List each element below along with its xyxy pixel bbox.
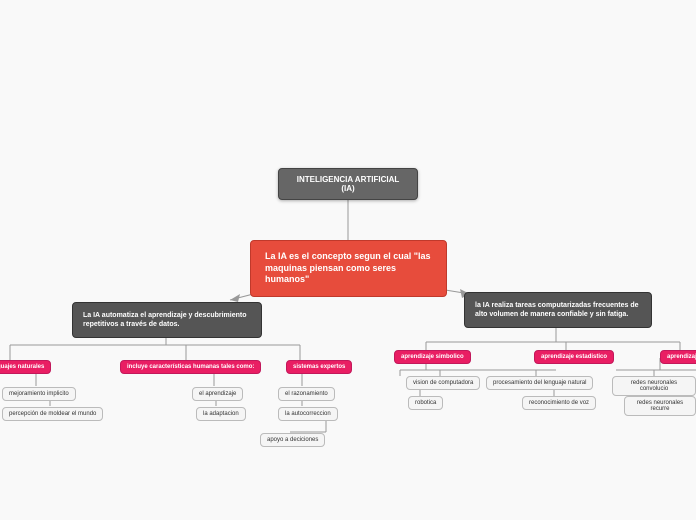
leaf-right-3[interactable]: procesamiento del lenguaje natural (486, 376, 593, 390)
leaf-left-7-label: apoyo a deciciones (267, 437, 318, 443)
cat-right-2-label: aprendizaje estadistico (541, 354, 607, 360)
root-label: INTELIGENCIA ARTIFICIAL (IA) (291, 175, 405, 193)
leaf-right-5-label: redes neuronales convolucio (619, 380, 689, 392)
leaf-right-3-label: procesamiento del lenguaje natural (493, 380, 586, 386)
root-node[interactable]: INTELIGENCIA ARTIFICIAL (IA) (278, 168, 418, 200)
branch-left-label: La IA automatiza el aprendizaje y descub… (83, 311, 251, 329)
leaf-right-1-label: vision de computadora (413, 380, 473, 386)
cat-left-2[interactable]: incluye características humanas tales co… (120, 360, 261, 374)
leaf-left-4[interactable]: la adaptacion (196, 407, 246, 421)
leaf-left-2[interactable]: percepción de moldear el mundo (2, 407, 103, 421)
leaf-left-3[interactable]: el aprendizaje (192, 387, 243, 401)
leaf-right-2-label: robotica (415, 400, 436, 406)
leaf-left-1-label: mejoramiento implicito (9, 391, 69, 397)
cat-left-1[interactable]: guajes naturales (0, 360, 51, 374)
leaf-right-5[interactable]: redes neuronales convolucio (612, 376, 696, 396)
cat-left-3[interactable]: sistemas expertos (286, 360, 352, 374)
leaf-left-4-label: la adaptacion (203, 411, 239, 417)
cat-right-3-label: aprendizaje (667, 354, 696, 360)
cat-right-1-label: aprendizaje simbolico (401, 354, 464, 360)
cat-left-3-label: sistemas expertos (293, 364, 345, 370)
leaf-right-4[interactable]: reconocimiento de voz (522, 396, 596, 410)
main-node[interactable]: La IA es el concepto segun el cual "las … (250, 240, 447, 297)
leaf-left-6-label: la autocorreccion (285, 411, 331, 417)
leaf-left-5-label: el razonamiento (285, 391, 328, 397)
leaf-left-2-label: percepción de moldear el mundo (9, 411, 96, 417)
branch-right-label: la IA realiza tareas computarizadas frec… (475, 301, 641, 319)
leaf-left-5[interactable]: el razonamiento (278, 387, 335, 401)
cat-right-1[interactable]: aprendizaje simbolico (394, 350, 471, 364)
cat-left-1-label: guajes naturales (0, 364, 44, 370)
leaf-left-6[interactable]: la autocorreccion (278, 407, 338, 421)
leaf-right-1[interactable]: vision de computadora (406, 376, 480, 390)
leaf-left-1[interactable]: mejoramiento implicito (2, 387, 76, 401)
leaf-right-4-label: reconocimiento de voz (529, 400, 589, 406)
leaf-left-7[interactable]: apoyo a deciciones (260, 433, 325, 447)
cat-right-3[interactable]: aprendizaje (660, 350, 696, 364)
cat-left-2-label: incluye características humanas tales co… (127, 364, 254, 370)
branch-left[interactable]: La IA automatiza el aprendizaje y descub… (72, 302, 262, 338)
leaf-right-2[interactable]: robotica (408, 396, 443, 410)
leaf-right-6[interactable]: redes neuronales recurre (624, 396, 696, 416)
main-label: La IA es el concepto segun el cual "las … (265, 251, 432, 286)
leaf-left-3-label: el aprendizaje (199, 391, 236, 397)
leaf-right-6-label: redes neuronales recurre (631, 400, 689, 412)
branch-right[interactable]: la IA realiza tareas computarizadas frec… (464, 292, 652, 328)
cat-right-2[interactable]: aprendizaje estadistico (534, 350, 614, 364)
